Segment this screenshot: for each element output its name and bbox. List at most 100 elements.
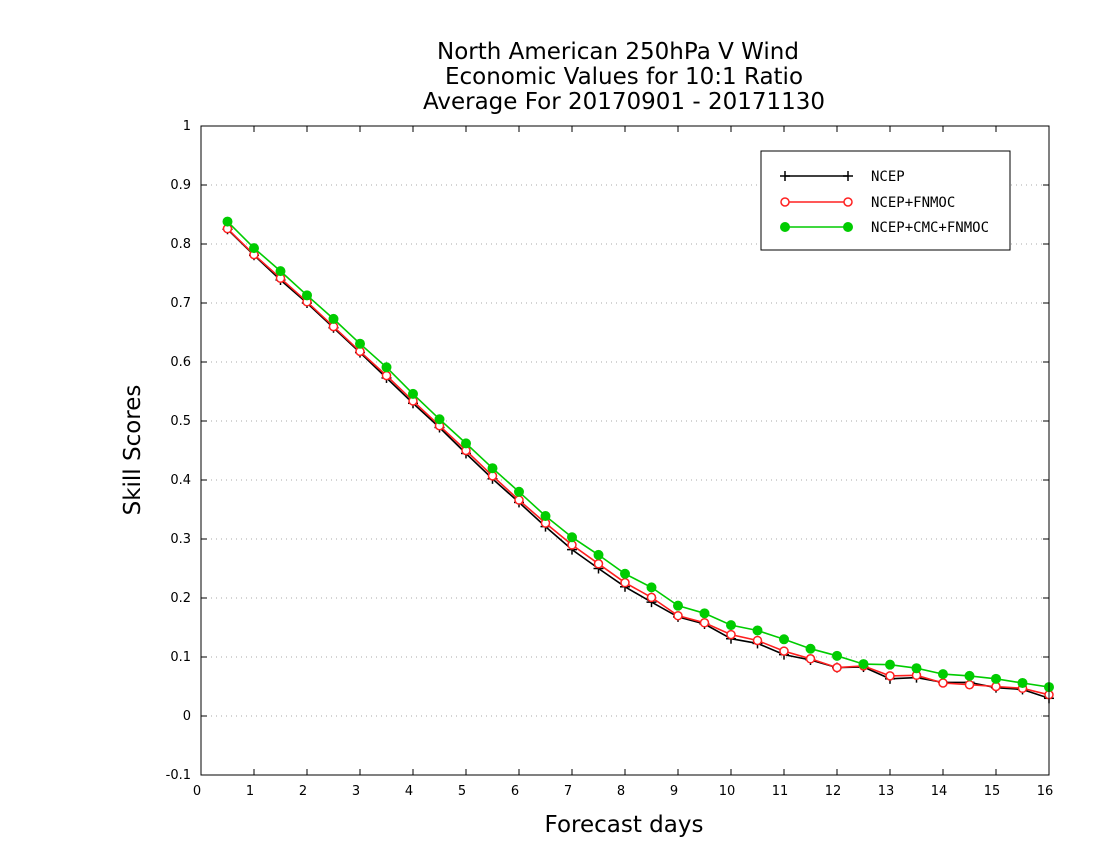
data-point — [964, 679, 975, 690]
x-tick-label: 1 — [246, 784, 254, 799]
data-point — [275, 266, 286, 277]
y-tick-label: 0.1 — [170, 650, 191, 665]
x-tick-label: 6 — [511, 784, 519, 799]
data-point — [843, 222, 853, 232]
title-line-1: North American 250hPa V Wind — [437, 39, 799, 65]
series-ncep-fnmoc — [222, 223, 1054, 700]
data-point — [938, 669, 948, 680]
y-axis-ticks: -0.1 0 0.1 0.2 0.3 0.4 0.5 0.6 0.7 0.8 0.9 1 — [166, 119, 1049, 783]
y-tick-label: 0.2 — [170, 591, 191, 606]
x-tick-label: 10 — [719, 784, 736, 799]
data-point — [843, 171, 853, 181]
x-tick-label: 13 — [878, 784, 895, 799]
legend-label: NCEP — [871, 169, 905, 185]
x-tick-label: 2 — [299, 784, 307, 799]
data-point — [726, 620, 736, 631]
plot-frame — [200, 125, 1050, 776]
data-point — [752, 625, 763, 636]
y-tick-label: 0.6 — [170, 355, 191, 370]
y-tick-label: 0.9 — [170, 178, 191, 193]
series-line — [226, 228, 1050, 700]
data-point — [646, 592, 657, 603]
legend-entry: NCEP+FNMOC — [780, 195, 955, 211]
data-point — [991, 673, 1001, 684]
data-point — [964, 670, 975, 681]
title-line-3: Average For 20170901 - 20171130 — [423, 89, 825, 115]
y-tick-label: 0.8 — [170, 237, 191, 252]
legend-box — [760, 150, 1011, 251]
data-point — [328, 313, 339, 324]
data-point — [222, 216, 233, 227]
data-point — [673, 600, 683, 611]
y-tick-label: 0.5 — [170, 414, 191, 429]
data-point — [805, 643, 816, 654]
y-tick-label: 0 — [183, 709, 191, 724]
data-point — [911, 663, 922, 674]
data-point — [885, 671, 895, 681]
data-point — [885, 659, 895, 670]
data-point — [805, 654, 816, 664]
data-point — [726, 629, 736, 640]
x-tick-label: 16 — [1037, 784, 1054, 799]
data-point — [832, 662, 842, 673]
data-point — [832, 650, 842, 661]
data-point — [302, 290, 312, 301]
title-line-2: Economic Values for 10:1 Ratio — [445, 64, 803, 90]
x-tick-label: 9 — [670, 784, 678, 799]
data-point — [1017, 677, 1028, 688]
y-tick-label: 0.4 — [170, 473, 191, 488]
series-line — [226, 228, 1050, 696]
x-tick-label: 4 — [405, 784, 413, 799]
legend-entry: NCEP+CMC+FNMOC — [780, 220, 989, 236]
x-tick-label: 12 — [825, 784, 842, 799]
data-point — [699, 618, 710, 628]
data-point — [620, 577, 630, 588]
data-point — [779, 634, 789, 645]
data-point — [567, 532, 577, 543]
x-axis-ticks: 0 1 2 3 4 5 6 7 8 9 10 11 12 13 14 15 16 — [193, 126, 1053, 799]
data-point — [593, 559, 604, 569]
data-point — [249, 243, 259, 254]
data-point — [540, 510, 551, 521]
y-tick-label: 1 — [183, 119, 191, 134]
data-point — [780, 222, 790, 232]
x-tick-label: 7 — [564, 784, 572, 799]
data-point — [514, 495, 524, 505]
data-point — [487, 463, 498, 474]
series-ncep-cmc-fnmoc — [222, 216, 1054, 693]
x-axis-label: Forecast days — [545, 812, 704, 838]
legend-entry: NCEP — [780, 169, 905, 185]
data-point — [461, 438, 471, 449]
series-line — [226, 221, 1050, 688]
x-tick-label: 5 — [458, 784, 466, 799]
x-tick-label: 11 — [772, 784, 789, 799]
legend-label: NCEP+CMC+FNMOC — [871, 220, 989, 236]
legend-label: NCEP+FNMOC — [871, 195, 955, 211]
data-point — [434, 414, 445, 425]
data-point — [381, 370, 392, 381]
x-tick-label: 14 — [931, 784, 948, 799]
data-point — [408, 388, 418, 399]
data-point — [514, 486, 524, 497]
y-tick-label: 0.7 — [170, 296, 191, 311]
legend: NCEP NCEP+FNMOC NCEP+CMC+FNMOC — [760, 150, 1011, 251]
data-point — [699, 608, 710, 619]
data-point — [843, 197, 853, 207]
x-tick-label: 0 — [193, 784, 201, 799]
data-point — [381, 362, 392, 373]
data-point — [646, 582, 657, 593]
series-layer — [222, 216, 1054, 704]
x-tick-label: 15 — [984, 784, 1001, 799]
x-tick-label: 8 — [617, 784, 625, 799]
series-ncep — [222, 224, 1054, 704]
y-tick-label: -0.1 — [166, 768, 191, 783]
data-point — [752, 635, 763, 646]
data-point — [355, 338, 365, 349]
data-point — [858, 659, 869, 670]
data-point — [780, 171, 790, 181]
y-axis-label: Skill Scores — [120, 385, 146, 516]
data-point — [593, 549, 604, 560]
data-point — [673, 610, 683, 621]
data-point — [780, 197, 790, 207]
